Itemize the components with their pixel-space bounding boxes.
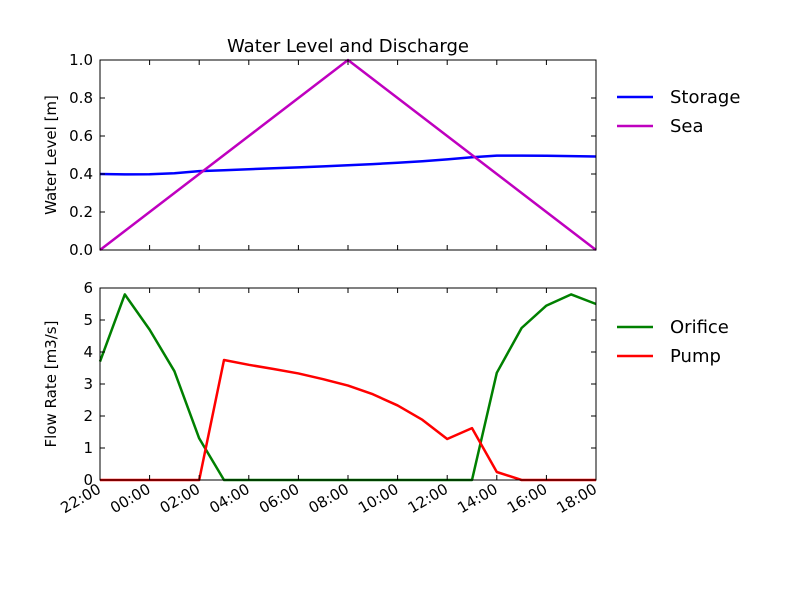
flow-rate-panel: 0 1 2 3 4 5 6 22:00 00:00 02:00 04:00 06:00 08:00 10:… bbox=[42, 279, 729, 517]
x-tick-label: 00:00 bbox=[107, 480, 153, 517]
y-tick-label: 0 bbox=[83, 471, 93, 489]
x-tick-label: 16:00 bbox=[504, 480, 550, 517]
y-tick-label: 0.8 bbox=[69, 89, 93, 107]
x-tick-label: 06:00 bbox=[256, 480, 302, 517]
y-tick-label: 0.4 bbox=[69, 165, 93, 183]
x-tick-label: 04:00 bbox=[206, 480, 252, 517]
legend-label-storage: Storage bbox=[670, 87, 740, 108]
y-tick-label: 3 bbox=[83, 375, 93, 393]
y-tick-label: 0.6 bbox=[69, 127, 93, 145]
legend-label-orifice: Orifice bbox=[670, 317, 729, 338]
y-tick-label: 6 bbox=[83, 279, 93, 297]
y-axis-label: Flow Rate [m3/s] bbox=[42, 321, 60, 448]
y-axis-label: Water Level [m] bbox=[42, 95, 60, 215]
x-tick-label: 12:00 bbox=[405, 480, 451, 517]
y-tick-label: 0.2 bbox=[69, 203, 93, 221]
x-tick-label: 02:00 bbox=[157, 480, 203, 517]
y-tick-label: 1 bbox=[83, 439, 93, 457]
y-tick-label: 4 bbox=[83, 343, 93, 361]
x-tick-label: 14:00 bbox=[454, 480, 500, 517]
series-line-pump bbox=[100, 358, 596, 482]
y-tick-label: 1.0 bbox=[69, 51, 93, 69]
y-tick-label: 0.0 bbox=[69, 241, 93, 259]
x-tick-label: 18:00 bbox=[554, 480, 600, 517]
y-tick-label: 5 bbox=[83, 311, 93, 329]
chart-title: Water Level and Discharge bbox=[227, 36, 469, 57]
x-tick-label: 22:00 bbox=[58, 480, 104, 517]
series-line-storage bbox=[99, 154, 597, 176]
legend-label-pump: Pump bbox=[670, 346, 721, 367]
x-tick-label: 08:00 bbox=[306, 480, 352, 517]
legend-label-sea: Sea bbox=[670, 116, 704, 137]
plot-frame bbox=[99, 287, 597, 481]
x-tick-label: 10:00 bbox=[355, 480, 401, 517]
series-line-orifice bbox=[98, 293, 597, 482]
y-tick-label: 2 bbox=[83, 407, 93, 425]
water-level-panel: 0.0 0.2 0.4 0.6 0.8 1.0 Water Level [m] Storage… bbox=[42, 51, 740, 259]
